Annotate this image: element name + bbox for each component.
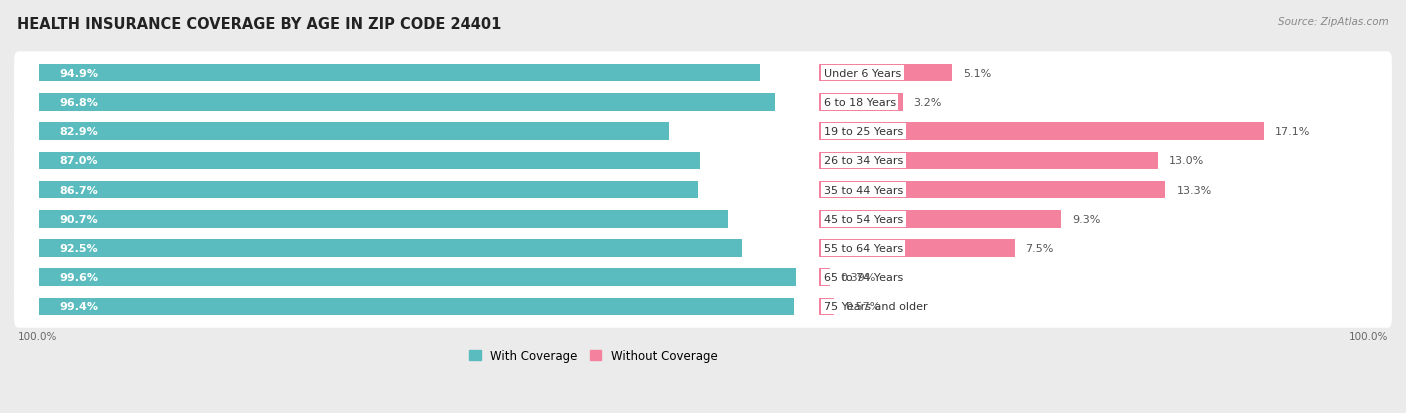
Text: 0.39%: 0.39%	[841, 273, 876, 282]
Text: 13.3%: 13.3%	[1177, 185, 1212, 195]
Bar	[39, 94, 775, 112]
FancyBboxPatch shape	[14, 198, 1392, 240]
Text: 90.7%: 90.7%	[59, 214, 98, 224]
Text: 19 to 25 Years: 19 to 25 Years	[824, 127, 903, 137]
FancyBboxPatch shape	[14, 81, 1392, 124]
Text: 100.0%: 100.0%	[1348, 332, 1388, 342]
Bar	[39, 65, 761, 82]
Text: 92.5%: 92.5%	[59, 243, 98, 253]
Bar	[820, 211, 1062, 228]
FancyBboxPatch shape	[14, 285, 1392, 328]
Text: 5.1%: 5.1%	[963, 69, 991, 78]
Text: 45 to 54 Years: 45 to 54 Years	[824, 214, 903, 224]
Bar	[39, 269, 796, 286]
Bar	[820, 298, 834, 316]
Bar	[39, 152, 700, 170]
Text: 96.8%: 96.8%	[59, 98, 98, 108]
Bar	[820, 240, 1015, 257]
Text: 7.5%: 7.5%	[1025, 243, 1054, 253]
FancyBboxPatch shape	[14, 52, 1392, 95]
Text: 65 to 74 Years: 65 to 74 Years	[824, 273, 903, 282]
Text: 0.57%: 0.57%	[845, 301, 880, 312]
Bar	[39, 240, 742, 257]
Text: 87.0%: 87.0%	[59, 156, 98, 166]
Bar	[820, 181, 1166, 199]
Text: 3.2%: 3.2%	[914, 98, 942, 108]
Text: 26 to 34 Years: 26 to 34 Years	[824, 156, 903, 166]
FancyBboxPatch shape	[14, 111, 1392, 153]
FancyBboxPatch shape	[14, 169, 1392, 211]
Bar	[820, 152, 1157, 170]
Text: 55 to 64 Years: 55 to 64 Years	[824, 243, 903, 253]
Bar	[820, 94, 903, 112]
Bar	[39, 211, 728, 228]
FancyBboxPatch shape	[14, 140, 1392, 182]
Bar	[39, 181, 697, 199]
Text: 99.6%: 99.6%	[59, 273, 98, 282]
Bar	[820, 65, 952, 82]
Text: Source: ZipAtlas.com: Source: ZipAtlas.com	[1278, 17, 1389, 26]
FancyBboxPatch shape	[14, 227, 1392, 270]
Text: 100.0%: 100.0%	[18, 332, 58, 342]
Text: 75 Years and older: 75 Years and older	[824, 301, 927, 312]
Text: 94.9%: 94.9%	[59, 69, 98, 78]
Text: 35 to 44 Years: 35 to 44 Years	[824, 185, 903, 195]
Text: 86.7%: 86.7%	[59, 185, 98, 195]
Text: 17.1%: 17.1%	[1275, 127, 1310, 137]
Text: 9.3%: 9.3%	[1073, 214, 1101, 224]
FancyBboxPatch shape	[14, 256, 1392, 299]
Text: HEALTH INSURANCE COVERAGE BY AGE IN ZIP CODE 24401: HEALTH INSURANCE COVERAGE BY AGE IN ZIP …	[17, 17, 502, 31]
Bar	[820, 123, 1264, 140]
Text: 6 to 18 Years: 6 to 18 Years	[824, 98, 896, 108]
Bar	[39, 123, 669, 140]
Bar	[820, 269, 830, 286]
Text: 99.4%: 99.4%	[59, 301, 98, 312]
Text: Under 6 Years: Under 6 Years	[824, 69, 901, 78]
Text: 13.0%: 13.0%	[1168, 156, 1204, 166]
Legend: With Coverage, Without Coverage: With Coverage, Without Coverage	[464, 345, 723, 367]
Bar	[39, 298, 794, 316]
Text: 82.9%: 82.9%	[59, 127, 98, 137]
